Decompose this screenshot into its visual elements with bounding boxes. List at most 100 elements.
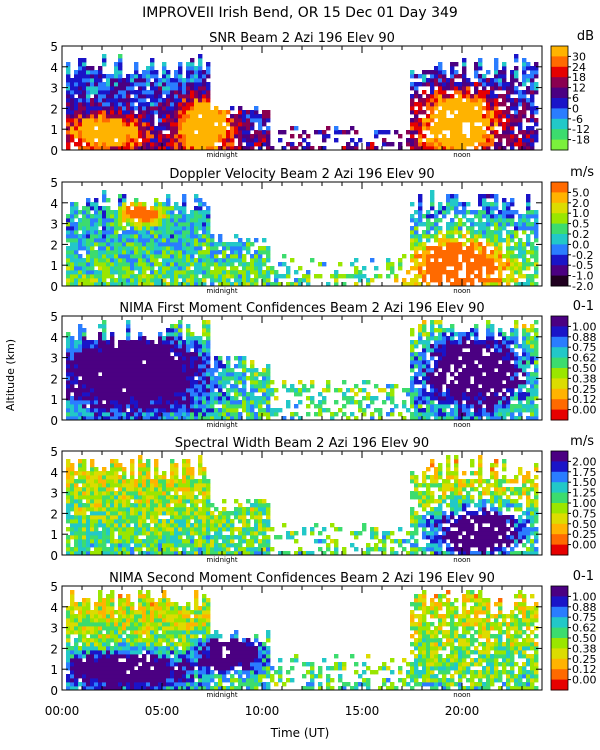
echo-cell xyxy=(470,94,475,99)
echo-cell xyxy=(422,126,427,131)
echo-cell xyxy=(526,416,531,421)
echo-cell xyxy=(434,254,439,259)
echo-cell xyxy=(426,254,431,259)
echo-cell xyxy=(502,126,507,131)
echo-cell xyxy=(134,146,139,151)
echo-cell xyxy=(518,146,523,151)
echo-cell xyxy=(158,238,163,243)
echo-cell xyxy=(186,134,191,139)
echo-cell xyxy=(202,218,207,223)
echo-cell xyxy=(198,98,203,103)
echo-cell xyxy=(206,70,211,75)
echo-cell xyxy=(282,274,287,279)
echo-cell xyxy=(526,332,531,337)
echo-cell xyxy=(86,126,91,131)
echo-cell xyxy=(470,348,475,353)
echo-cell xyxy=(474,364,479,369)
echo-cell xyxy=(218,130,223,135)
echo-cell xyxy=(154,130,159,135)
echo-cell xyxy=(266,130,271,135)
echo-cell xyxy=(518,250,523,255)
echo-cell xyxy=(66,471,71,476)
echo-cell xyxy=(518,82,523,87)
echo-cell xyxy=(158,122,163,127)
echo-cell xyxy=(434,146,439,151)
echo-cell xyxy=(194,106,199,111)
echo-cell xyxy=(202,238,207,243)
echo-cell xyxy=(490,364,495,369)
echo-cell xyxy=(430,114,435,119)
echo-cell xyxy=(502,222,507,227)
echo-cell xyxy=(106,396,111,401)
echo-cell xyxy=(134,408,139,413)
echo-cell xyxy=(482,368,487,373)
echo-cell xyxy=(98,404,103,409)
echo-cell xyxy=(446,352,451,357)
echo-cell xyxy=(186,412,191,417)
echo-cell xyxy=(458,90,463,95)
echo-cell xyxy=(70,416,75,421)
echo-cell xyxy=(170,360,175,365)
echo-cell xyxy=(430,376,435,381)
echo-cell xyxy=(90,340,95,345)
echo-cell xyxy=(170,258,175,263)
echo-cell xyxy=(78,344,83,349)
echo-cell xyxy=(194,122,199,127)
echo-cell xyxy=(494,392,499,397)
echo-cell xyxy=(186,222,191,227)
echo-cell xyxy=(522,110,527,115)
echo-cell xyxy=(438,202,443,207)
echo-cell xyxy=(238,278,243,283)
echo-cell xyxy=(502,396,507,401)
echo-cell xyxy=(66,254,71,259)
echo-cell xyxy=(458,98,463,103)
echo-cell xyxy=(86,222,91,227)
echo-cell xyxy=(94,388,99,393)
echo-cell xyxy=(130,416,135,421)
echo-cell xyxy=(186,368,191,373)
echo-cell xyxy=(434,214,439,219)
echo-cell xyxy=(454,376,459,381)
echo-cell xyxy=(210,130,215,135)
echo-cell xyxy=(346,396,351,401)
echo-cell xyxy=(146,146,151,151)
echo-cell xyxy=(422,372,427,377)
echo-cell xyxy=(522,364,527,369)
echo-cell xyxy=(130,356,135,361)
echo-cell xyxy=(206,266,211,271)
echo-cell xyxy=(410,130,415,135)
echo-cell xyxy=(218,408,223,413)
echo-cell xyxy=(74,226,79,231)
echo-cell xyxy=(514,324,519,329)
echo-cell xyxy=(90,270,95,275)
echo-cell xyxy=(118,238,123,243)
echo-cell xyxy=(206,246,211,251)
echo-cell xyxy=(94,210,99,215)
echo-cell xyxy=(98,336,103,341)
echo-cell xyxy=(514,98,519,103)
echo-cell xyxy=(114,86,119,91)
echo-cell xyxy=(86,258,91,263)
echo-cell xyxy=(234,246,239,251)
echo-cell xyxy=(242,364,247,369)
echo-cell xyxy=(102,368,107,373)
echo-cell xyxy=(442,98,447,103)
echo-cell xyxy=(502,392,507,397)
echo-cell xyxy=(166,332,171,337)
echo-cell xyxy=(134,372,139,377)
echo-cell xyxy=(422,258,427,263)
echo-cell xyxy=(110,110,115,115)
echo-cell xyxy=(242,376,247,381)
echo-cell xyxy=(534,392,539,397)
echo-cell xyxy=(202,270,207,275)
echo-cell xyxy=(122,82,127,87)
echo-cell xyxy=(166,134,171,139)
echo-cell xyxy=(82,118,87,123)
echo-cell xyxy=(146,106,151,111)
echo-cell xyxy=(350,388,355,393)
echo-cell xyxy=(206,384,211,389)
echo-cell xyxy=(502,146,507,151)
echo-cell xyxy=(238,106,243,111)
echo-cell xyxy=(118,86,123,91)
echo-cell xyxy=(198,360,203,365)
